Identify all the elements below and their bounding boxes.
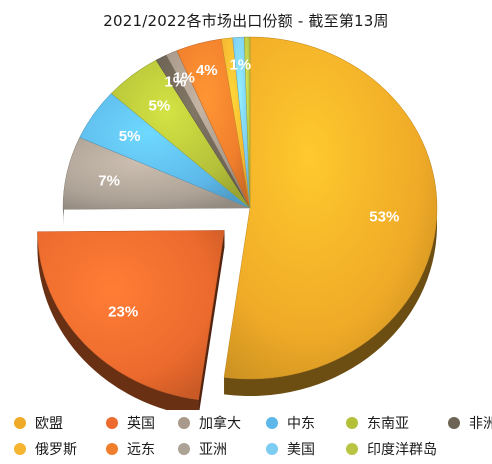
slice-1[interactable] [37,230,225,401]
legend-item-3[interactable]: 中东 [266,413,346,433]
legend-item-5[interactable]: 非洲 [448,413,492,433]
legend-item-8[interactable]: 亚洲 [178,439,266,459]
slice-4-label: 5% [149,98,171,115]
slice-10[interactable] [243,36,251,209]
legend-item-7[interactable]: 远东 [106,439,178,459]
slice-6-label: 1% [173,70,195,87]
legend-item-0[interactable]: 欧盟 [14,413,106,433]
legend-label: 东南亚 [367,416,409,432]
legend-swatch [106,443,118,455]
legend-swatch [178,443,190,455]
legend-label: 英国 [127,416,155,432]
legend-swatch [346,417,358,429]
legend-label: 加拿大 [199,416,241,432]
legend-item-6[interactable]: 俄罗斯 [14,439,106,459]
slice-5-label: 1% [165,74,187,91]
slice-1-label: 23% [108,304,138,321]
slice-3-label: 5% [119,128,141,145]
legend-item-4[interactable]: 东南亚 [346,413,448,433]
legend-swatch [266,443,278,455]
legend-swatch [14,443,26,455]
slice-1-face-0 [198,230,225,410]
legend-swatch [266,417,278,429]
legend-swatch [178,417,190,429]
legend-item-1[interactable]: 英国 [106,413,178,433]
legend-swatch [14,417,26,429]
pie-chart: 53%23%7%5%5%1%1% 4% 1% [37,36,438,410]
legend-label: 非洲 [469,416,492,432]
chart-title: 2021/2022各市场出口份额 - 截至第13周 [103,12,389,30]
legend-label: 中东 [287,416,315,432]
legend-label: 美国 [287,442,315,458]
slice-0-label: 53% [369,209,399,226]
legend-label: 印度洋群岛 [367,442,437,458]
legend-label: 亚洲 [199,442,227,458]
legend-label: 俄罗斯 [35,442,77,458]
slice-2-label: 7% [98,173,120,190]
legend-label: 远东 [127,442,155,458]
slice-0[interactable] [223,36,438,380]
legend-swatch [448,417,460,429]
slice-7-label: 4% [196,62,218,79]
slice-1-side [37,231,199,410]
legend-item-9[interactable]: 美国 [266,439,346,459]
legend-item-10[interactable]: 印度洋群岛 [346,439,448,459]
legend-label: 欧盟 [35,416,63,432]
legend-item-2[interactable]: 加拿大 [178,413,266,433]
legend-swatch [106,417,118,429]
legend: 欧盟 英国 加拿大 中东 东南亚 非洲俄罗斯 远东 亚洲 美国 印度洋群岛 [14,413,492,459]
legend-swatch [346,443,358,455]
slice-9-label: 1% [229,57,251,74]
